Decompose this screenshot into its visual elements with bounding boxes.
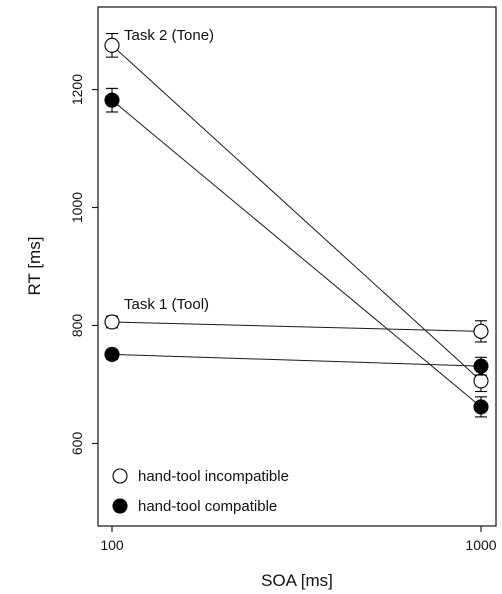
legend: hand-tool incompatible hand-tool compati… [112,468,289,515]
series-task1-compatible-line [111,353,482,367]
x-tick-label-100: 100 [100,537,124,553]
series-task1-compatible-point-100 [104,346,120,362]
y-tick-label-600: 600 [69,432,85,456]
series-layer [104,32,489,418]
series-task2-compatible-point-1000 [473,399,489,415]
series-task2-incompatible-line [111,44,482,382]
legend-marker-filled [112,498,128,514]
x-axis: 100 1000 [100,526,497,553]
plot-frame [97,6,497,527]
annotation-task1: Task 1 (Tool) [124,296,209,313]
series-task1-incompatible-line [111,321,482,332]
legend-label-compatible: hand-tool compatible [138,498,277,515]
series-task1-compatible-point-1000 [473,358,489,374]
x-axis-title: SOA [ms] [261,571,333,590]
x-tick-label-1000: 1000 [465,537,496,553]
y-axis: 600 800 1000 1200 [69,74,98,455]
y-tick-label-1200: 1200 [69,74,85,105]
series-task1-incompatible-point-1000 [473,323,489,339]
legend-marker-open [112,468,128,484]
series-task2-incompatible-point-100 [104,37,120,53]
series-task2-compatible-line [111,99,482,408]
y-axis-title: RT [ms] [25,237,44,296]
y-tick-label-1000: 1000 [69,192,85,223]
legend-label-incompatible: hand-tool incompatible [138,468,289,485]
annotation-task2: Task 2 (Tone) [124,27,214,44]
series-task2-compatible-point-100 [104,92,120,108]
y-tick-label-800: 800 [69,314,85,338]
series-task1-incompatible-point-100 [104,314,120,330]
series-task2-incompatible-point-1000 [473,373,489,389]
